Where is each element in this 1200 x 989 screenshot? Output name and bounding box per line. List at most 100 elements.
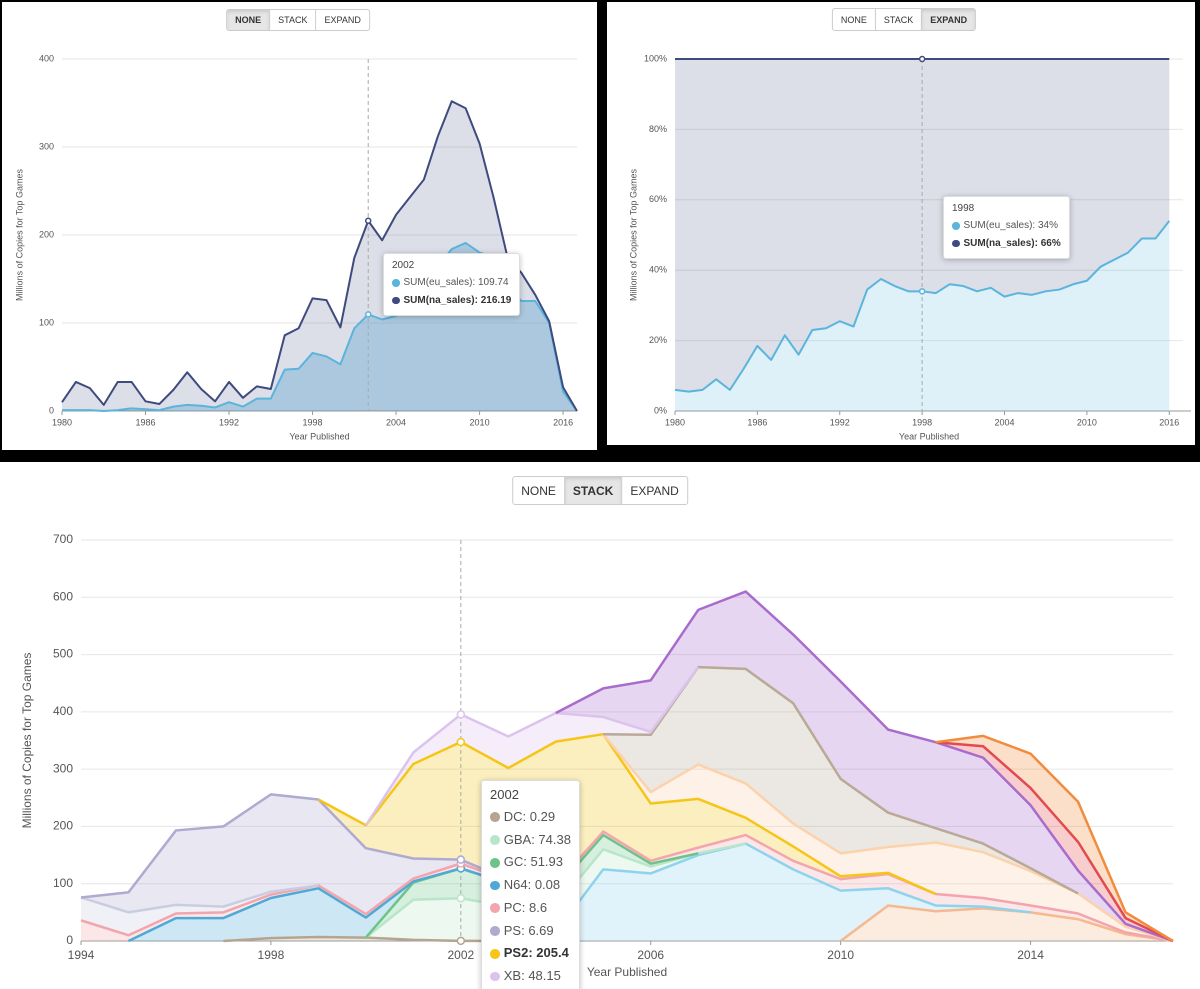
x-axis-label: Year Published <box>899 431 959 441</box>
series-line <box>61 100 578 412</box>
hover-point <box>456 893 466 903</box>
mode-button[interactable]: NONE <box>840 14 867 25</box>
mode-button[interactable]: EXPAND <box>621 477 686 504</box>
y-tick-label: 40% <box>649 265 667 275</box>
tooltip-title: 2002 <box>392 260 415 271</box>
tooltip-row: PC: 8.6 <box>490 897 571 920</box>
tooltip-title: 1998 <box>952 203 975 214</box>
y-tick-label: 700 <box>53 532 73 546</box>
hover-point <box>456 855 466 864</box>
y-tick-label: 300 <box>53 761 73 775</box>
tooltip-row: SUM(na_sales): 66% <box>952 235 1061 253</box>
y-tick-label: 100 <box>39 317 54 327</box>
mode-button[interactable]: NONE <box>227 10 270 30</box>
area-fill <box>81 843 1173 941</box>
x-tick-label: 1992 <box>830 417 850 427</box>
y-tick-label: 200 <box>53 819 73 833</box>
tooltip-text: GBA: 74.38 <box>503 831 571 847</box>
x-tick-label: 1998 <box>912 417 932 427</box>
tooltip-swatch <box>490 926 500 936</box>
stack-mode-toggle: NONE STACK EXPAND <box>226 9 370 31</box>
y-tick-label: 20% <box>649 335 667 345</box>
tooltip-text: PS2: 205.4 <box>503 945 569 961</box>
x-tick-label: 1980 <box>52 417 72 427</box>
area-fill <box>675 220 1170 411</box>
series-line <box>555 590 1174 943</box>
tooltip-row: N64: 0.08 <box>490 874 571 897</box>
tooltip-text: PC: 8.6 <box>503 899 548 915</box>
x-tick-label: 1986 <box>135 417 155 427</box>
tooltip-row: SUM(eu_sales): 34% <box>952 217 1061 235</box>
y-tick-label: 60% <box>649 194 667 204</box>
tooltip-text: SUM(eu_sales): 34% <box>963 220 1058 231</box>
series-line <box>80 830 1174 943</box>
x-tick-label: 2016 <box>553 417 573 427</box>
x-tick-label: 1980 <box>665 417 685 427</box>
y-tick-label: 0 <box>66 933 73 947</box>
mode-button[interactable]: EXPAND <box>315 10 369 30</box>
hover-point <box>456 710 466 719</box>
tooltip-row: PS2: 205.4 <box>490 942 571 965</box>
tooltip-text: PS: 6.69 <box>503 922 554 938</box>
tooltip-swatch <box>952 222 960 230</box>
area-fill <box>81 794 1173 941</box>
tooltip-row: GBA: 74.38 <box>490 829 571 852</box>
tooltip-swatch <box>952 239 960 247</box>
y-axis-label: Millions of Copies for Top Games <box>628 169 638 301</box>
mode-button[interactable]: STACK <box>563 477 622 504</box>
hover-point <box>364 217 372 225</box>
mode-button[interactable]: STACK <box>874 9 921 30</box>
area-fill <box>81 843 1173 941</box>
x-axis-label: Year Published <box>289 431 349 441</box>
tooltip-text: N64: 0.08 <box>503 877 561 893</box>
chart: 0 100 200 300 400 500 600 700 1994 1998 2002 2006 20… <box>20 532 1200 979</box>
tooltip-swatch <box>490 948 500 959</box>
y-axis-label: Millions of Copies for Top Games <box>20 653 34 829</box>
tooltip-swatch <box>392 279 400 287</box>
hover-point <box>364 311 372 318</box>
x-tick-label: 2010 <box>1077 417 1097 427</box>
tooltip-swatch <box>490 812 500 823</box>
tooltip: 2002 DC: 0.29 GBA: 74.38 GC: 51.93 N64: 0.08… <box>481 780 580 989</box>
x-tick-label: 2010 <box>470 417 490 427</box>
x-tick-label: 1986 <box>747 417 767 427</box>
y-tick-label: 600 <box>53 589 73 603</box>
tooltip-row: PS: 6.69 <box>490 920 571 943</box>
tooltip-swatch <box>490 903 500 914</box>
mode-button[interactable]: EXPAND <box>921 9 976 30</box>
x-tick-label: 2004 <box>386 417 406 427</box>
tooltip-text: GC: 51.93 <box>503 854 564 870</box>
mode-button[interactable]: NONE <box>521 483 556 498</box>
x-tick-label: 1998 <box>258 948 285 962</box>
tooltip: 1998 SUM(eu_sales): 34% SUM(na_sales): 66% <box>943 196 1070 259</box>
chart: 0 100 200 300 400 1980 1986 1992 1998 2004 2010 201… <box>14 53 578 441</box>
area-fill <box>81 734 1173 941</box>
y-axis-label: Millions of Copies for Top Games <box>14 169 24 301</box>
y-tick-label: 400 <box>39 53 54 63</box>
area-fill <box>81 835 1173 941</box>
series-line <box>935 734 1174 943</box>
tooltip-text: SUM(na_sales): 216.19 <box>403 294 512 306</box>
y-tick-label: 400 <box>53 704 73 718</box>
area-fill <box>675 59 1170 392</box>
y-tick-label: 0% <box>654 405 667 415</box>
mode-button[interactable]: STACK <box>269 10 315 30</box>
y-tick-label: 80% <box>649 124 667 134</box>
x-tick-label: 2014 <box>1017 948 1044 962</box>
chart-panel: 0 100 200 300 400 1980 1986 1992 1998 2004 2010 201… <box>2 2 597 450</box>
x-tick-label: 2006 <box>637 948 664 962</box>
area-fill <box>81 905 1173 941</box>
hover-point <box>456 737 466 747</box>
chart-panel: 0% 20% 40% 60% 80% 100% 1980 1986 1992 1998 2004 20… <box>607 2 1195 445</box>
x-tick-label: 2010 <box>827 948 854 962</box>
tooltip-row: DC: 0.29 <box>490 806 571 829</box>
x-tick-label: 2002 <box>447 948 474 962</box>
x-tick-label: 1994 <box>68 948 95 962</box>
tooltip: 2002 SUM(eu_sales): 109.74 SUM(na_sales): … <box>383 253 521 316</box>
series-line <box>602 733 1174 943</box>
tooltip-row: SUM(na_sales): 216.19 <box>392 292 511 310</box>
x-tick-label: 2004 <box>994 417 1014 427</box>
tooltip-text: DC: 0.29 <box>503 808 556 824</box>
series-line <box>935 740 1174 943</box>
